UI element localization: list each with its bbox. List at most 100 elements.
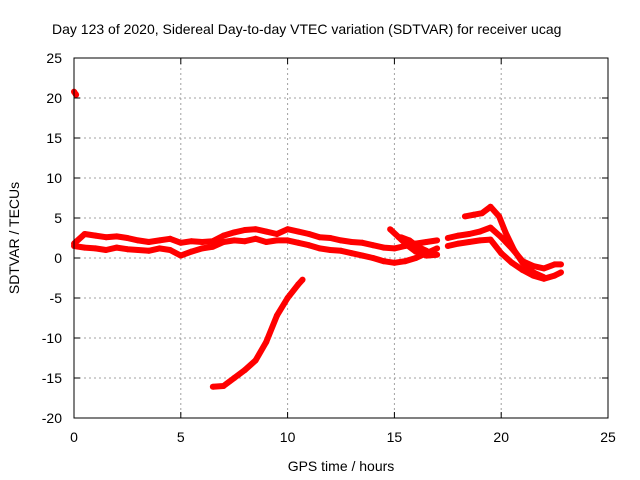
data-point — [220, 232, 227, 239]
x-tick-label: 5 — [177, 429, 185, 445]
data-point — [551, 272, 558, 279]
data-point — [252, 226, 259, 233]
data-point — [444, 243, 451, 249]
data-point — [391, 259, 398, 266]
data-series — [71, 88, 565, 390]
data-point — [530, 269, 537, 276]
data-point — [177, 252, 184, 259]
data-point — [508, 259, 515, 266]
data-point — [338, 237, 344, 244]
data-point — [359, 252, 366, 259]
data-point — [412, 255, 419, 261]
data-point — [263, 339, 270, 345]
data-point — [188, 248, 195, 255]
data-point — [103, 234, 110, 241]
data-point — [209, 243, 216, 250]
data-point — [380, 258, 387, 265]
data-point — [145, 247, 152, 254]
data-point — [487, 224, 494, 231]
data-point — [199, 239, 206, 245]
data-point — [434, 237, 441, 244]
data-point — [252, 235, 259, 242]
y-tick-label: 10 — [46, 170, 62, 186]
data-point — [434, 245, 441, 252]
data-point — [241, 238, 248, 245]
data-point — [252, 357, 259, 364]
data-point — [209, 383, 216, 390]
data-point — [316, 245, 323, 252]
data-point — [241, 227, 248, 233]
data-point — [273, 237, 280, 244]
data-point — [502, 229, 509, 236]
y-tick-label: 0 — [54, 250, 62, 266]
data-point — [540, 265, 547, 272]
y-tick-label: -20 — [42, 410, 62, 426]
data-point — [263, 239, 270, 245]
data-point — [412, 248, 419, 255]
data-point — [199, 245, 206, 252]
data-point — [455, 240, 462, 247]
y-axis-label: SDTVAR / TECUs — [6, 182, 22, 294]
data-point — [470, 211, 477, 218]
y-tick-label: 20 — [46, 90, 62, 106]
data-point — [370, 242, 377, 249]
data-point — [273, 312, 280, 319]
data-point — [284, 226, 291, 233]
data-point — [348, 239, 355, 245]
data-point — [124, 246, 131, 253]
data-point — [402, 258, 409, 265]
data-point — [209, 238, 216, 245]
data-point — [327, 235, 334, 241]
x-tick-label: 0 — [70, 429, 78, 445]
data-point — [177, 239, 184, 246]
y-tick-label: -15 — [42, 370, 62, 386]
data-point — [305, 242, 312, 249]
data-point — [387, 226, 394, 233]
data-point — [404, 242, 411, 249]
data-point — [397, 234, 404, 241]
data-point — [476, 237, 483, 244]
data-point — [188, 238, 195, 245]
data-point — [391, 245, 398, 252]
data-point — [540, 274, 547, 281]
data-point — [423, 247, 430, 254]
data-point — [406, 237, 413, 244]
data-point — [220, 239, 227, 245]
data-point — [284, 295, 291, 301]
data-point — [461, 213, 468, 220]
data-point — [519, 267, 526, 273]
data-point — [135, 247, 142, 253]
x-tick-label: 20 — [493, 429, 509, 445]
data-point — [478, 210, 485, 217]
x-tick-label: 25 — [600, 429, 616, 445]
data-point — [498, 234, 505, 241]
data-point — [511, 247, 518, 253]
data-point — [241, 367, 248, 373]
data-point — [496, 213, 503, 220]
data-point — [498, 250, 505, 257]
y-tick-label: -5 — [50, 290, 63, 306]
data-point — [414, 243, 421, 250]
data-point — [519, 259, 526, 266]
data-point — [466, 231, 473, 237]
data-point — [284, 237, 291, 244]
data-point — [113, 244, 120, 251]
y-tick-label: 25 — [46, 50, 62, 66]
data-point — [305, 231, 312, 237]
data-point — [295, 239, 302, 246]
data-point — [220, 383, 227, 389]
y-tick-label: -10 — [42, 330, 62, 346]
series-high-arc — [464, 203, 546, 280]
plot-frame — [73, 57, 609, 419]
data-point — [487, 236, 494, 243]
data-point — [423, 239, 430, 245]
y-tick-label: 5 — [54, 210, 62, 226]
data-point — [558, 269, 565, 276]
chart-title: Day 123 of 2020, Sidereal Day-to-day VTE… — [52, 21, 561, 37]
data-point — [295, 281, 302, 288]
y-tick-label: 15 — [46, 130, 62, 146]
data-point — [487, 203, 494, 210]
data-point — [81, 244, 88, 251]
data-point — [338, 247, 344, 254]
data-point — [295, 228, 302, 235]
